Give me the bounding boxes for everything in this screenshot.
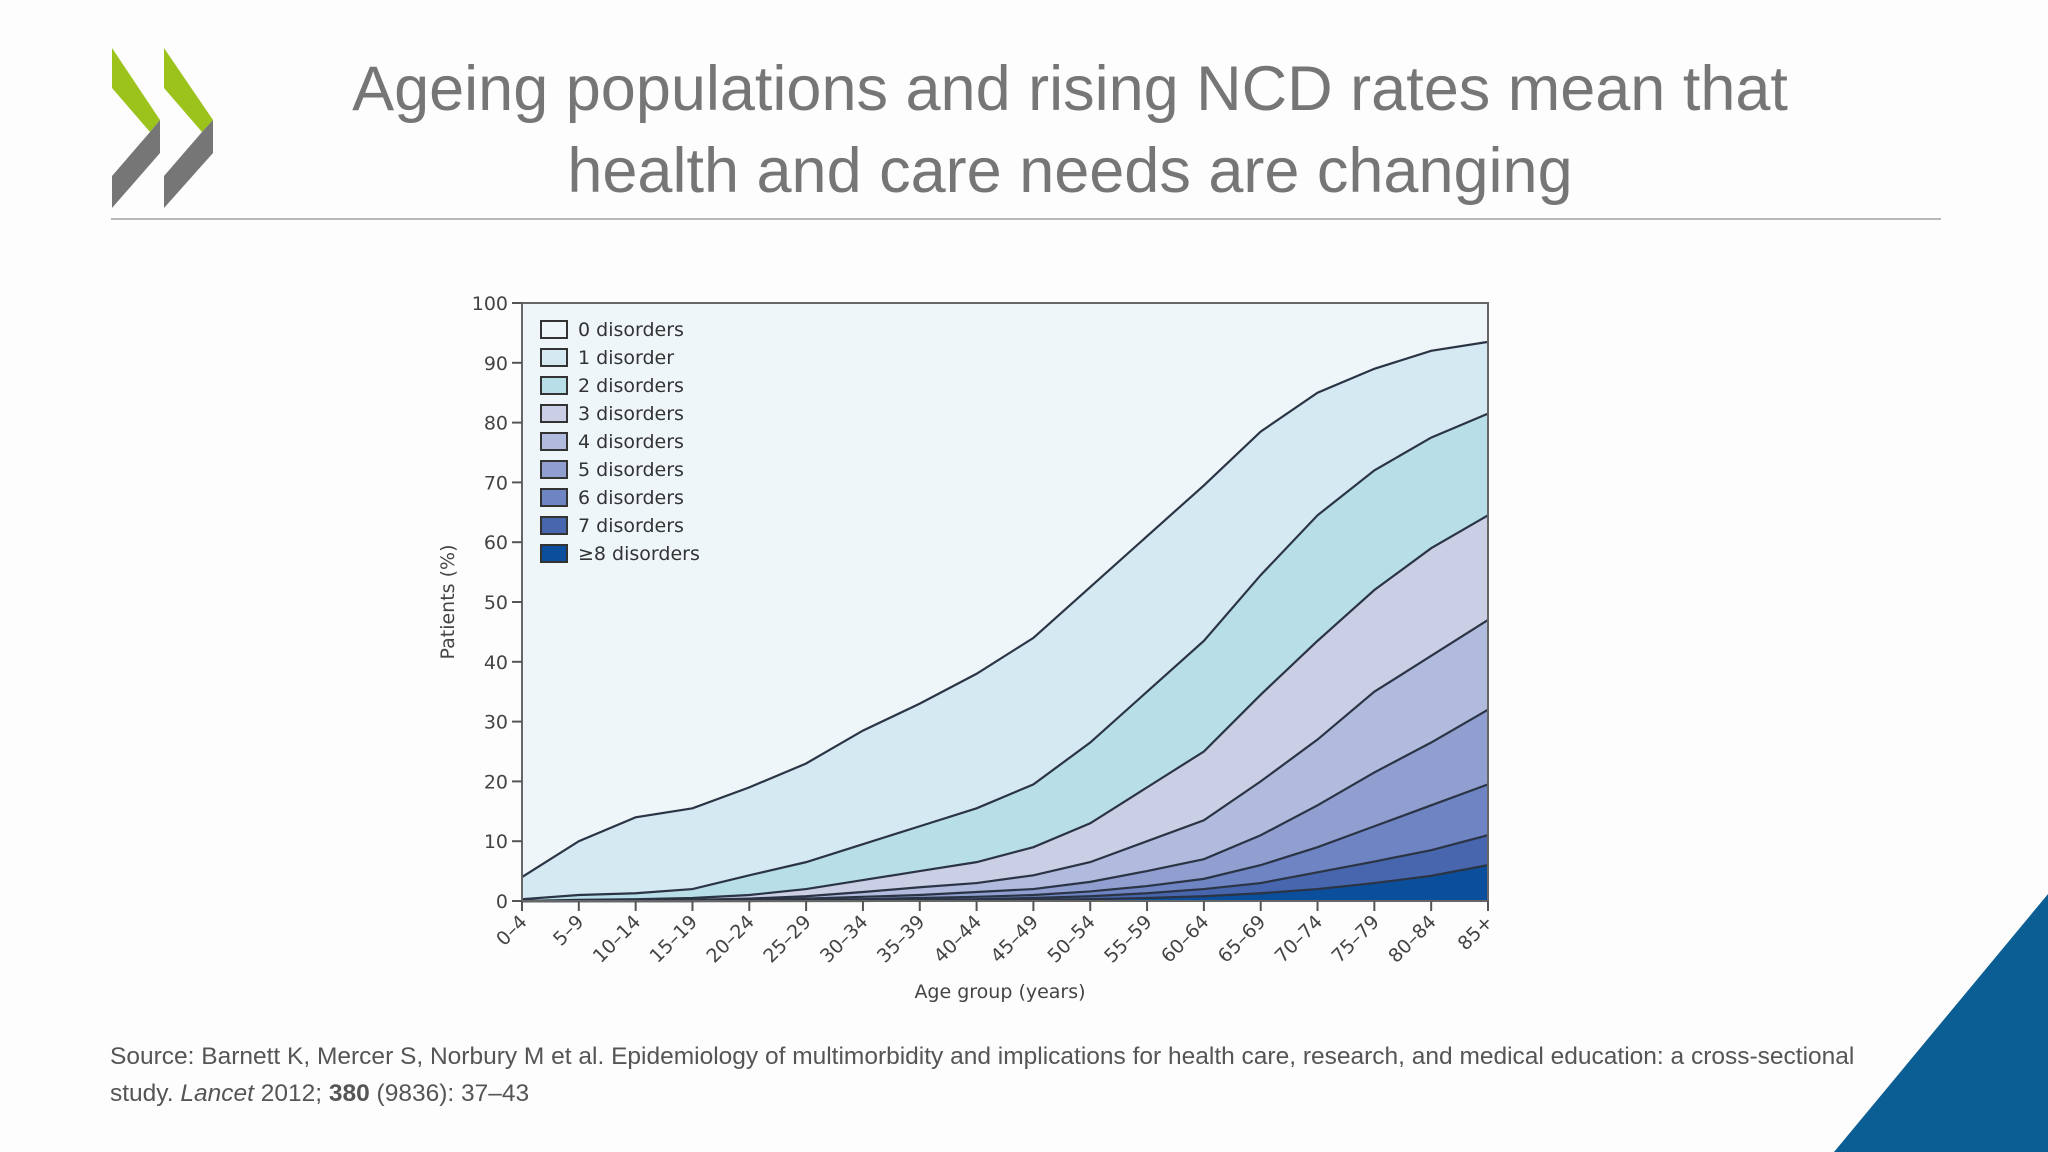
y-tick-label: 100 — [472, 293, 508, 315]
y-tick-label: 10 — [484, 831, 508, 853]
area-6-disorders — [522, 784, 1488, 901]
area-4-disorders — [522, 619, 1488, 901]
y-tick-label: 20 — [484, 771, 508, 793]
boundary-line — [521, 412, 1489, 901]
area-3-disorders — [522, 515, 1488, 901]
x-tick-label: 50–54 — [1043, 911, 1099, 967]
oecd-logo — [112, 48, 213, 208]
areas — [521, 303, 1489, 903]
x-tick-label: 45–49 — [986, 911, 1042, 967]
x-tick-label: 40–44 — [930, 911, 986, 967]
boundary-line — [521, 514, 1489, 903]
legend-swatch — [540, 404, 568, 423]
legend-label: 6 disorders — [578, 487, 684, 509]
y-tick-label: 70 — [484, 472, 508, 494]
legend-swatch — [540, 320, 568, 339]
source-volume: 380 — [328, 1080, 370, 1107]
x-tick-label: 5–9 — [549, 911, 588, 950]
legend-swatch — [540, 376, 568, 395]
y-tick-label: 30 — [484, 712, 508, 734]
y-tick-label: 40 — [484, 652, 508, 674]
y-tick-label: 90 — [484, 353, 508, 375]
title-divider — [111, 218, 1941, 220]
title-line-2: health and care needs are changing — [567, 136, 1573, 206]
area-0-disorders — [522, 303, 1488, 878]
logo-chevron-1-green — [112, 48, 160, 132]
area-1-disorder — [522, 341, 1488, 900]
logo-chevron-1-grey — [112, 120, 160, 208]
y-tick-label: 80 — [484, 413, 508, 435]
legend-label: 1 disorder — [578, 347, 674, 369]
y-tick-label: 50 — [484, 592, 508, 614]
logo-chevron-2-grey — [164, 120, 213, 208]
slide-title: Ageing populations and rising NCD rates … — [230, 48, 1910, 212]
x-tick-label: 65–69 — [1214, 911, 1270, 967]
y-tick-label: 0 — [496, 891, 508, 913]
boundary-line — [521, 340, 1489, 879]
x-tick-label: 0–4 — [492, 911, 531, 950]
source-text: Source: Barnett K, Mercer S, Norbury M e… — [110, 1043, 1855, 1107]
corner-triangle — [1834, 894, 2048, 1152]
x-tick-label: 80–84 — [1384, 911, 1440, 967]
title-line-1: Ageing populations and rising NCD rates … — [352, 54, 1788, 124]
legend-label: 4 disorders — [578, 431, 684, 453]
legend: 0 disorders 1 disorder 2 disorders 3 disord… — [540, 319, 700, 565]
y-axis-title: Patients (%) — [437, 545, 459, 660]
legend-swatch — [540, 432, 568, 451]
source-pages: (9836): 37–43 — [369, 1080, 530, 1107]
x-tick-label: 30–34 — [816, 911, 872, 967]
x-tick-label: 10–14 — [589, 911, 645, 967]
legend-label: 5 disorders — [578, 459, 684, 481]
y-tick-label: 60 — [484, 532, 508, 554]
legend-swatch — [540, 348, 568, 367]
legend-label: 3 disorders — [578, 403, 684, 425]
x-tick-label: 35–39 — [873, 911, 929, 967]
legend-label: 0 disorders — [578, 319, 684, 341]
logo-chevron-2-green — [164, 48, 213, 132]
x-tick-label: 75–79 — [1327, 911, 1383, 967]
x-tick-label: 60–64 — [1157, 911, 1213, 967]
legend-label: 7 disorders — [578, 515, 684, 537]
legend-swatch — [540, 544, 568, 563]
area-2-disorders — [522, 413, 1488, 901]
source-year: 2012; — [253, 1080, 329, 1107]
source-journal: Lancet — [180, 1080, 254, 1107]
y-axis: 0 10 20 30 40 50 60 70 80 90 100 — [472, 293, 522, 913]
area--8-disorders — [522, 865, 1488, 901]
source-citation: Source: Barnett K, Mercer S, Norbury M e… — [110, 1038, 1890, 1112]
x-tick-label: 25–29 — [759, 911, 815, 967]
x-tick-label: 70–74 — [1271, 911, 1327, 967]
x-tick-label: 20–24 — [702, 911, 758, 967]
x-axis: 0–4 5–9 10–14 15–19 20–24 25–29 30–34 35–39 40–4… — [492, 901, 1498, 967]
boundary-line — [522, 619, 1489, 903]
area-5-disorders — [522, 709, 1488, 901]
legend-label: ≥8 disorders — [578, 543, 700, 565]
x-axis-title: Age group (years) — [914, 981, 1085, 1003]
legend-swatch — [540, 460, 568, 479]
legend-label: 2 disorders — [578, 375, 684, 397]
legend-swatch — [540, 516, 568, 535]
x-tick-label: 15–19 — [646, 911, 702, 967]
x-tick-label: 85+ — [1454, 911, 1498, 955]
legend-swatch — [540, 488, 568, 507]
x-tick-label: 55–59 — [1100, 911, 1156, 967]
